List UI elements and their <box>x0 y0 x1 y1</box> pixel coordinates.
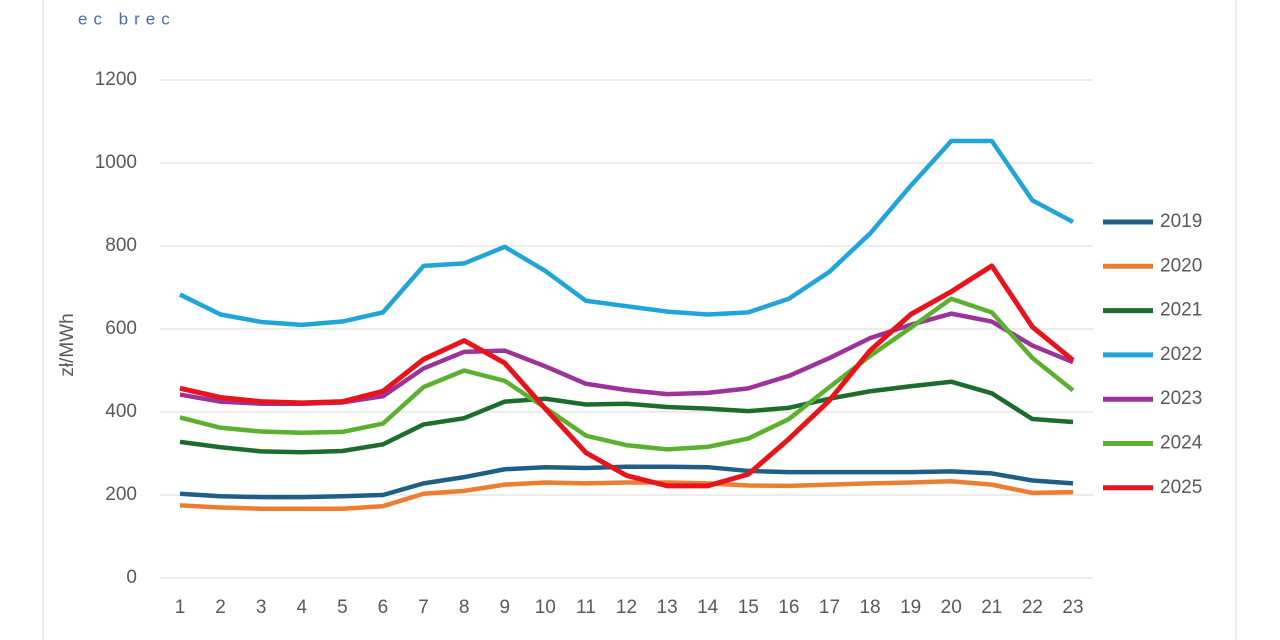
x-tick-label: 17 <box>819 597 840 618</box>
y-axis-label: zł/MWh <box>57 313 78 376</box>
logo: ec brec <box>78 9 176 28</box>
x-tick-label: 6 <box>378 597 389 618</box>
series-line <box>179 464 1074 500</box>
x-tick-label: 13 <box>657 597 678 618</box>
legend-label: 2021 <box>1160 300 1202 321</box>
series-line <box>179 479 1074 511</box>
series-line <box>179 263 1075 489</box>
x-tick-label: 16 <box>778 597 799 618</box>
series-line <box>179 311 1074 406</box>
legend-label: 2020 <box>1160 255 1202 276</box>
x-tick-label: 22 <box>1022 597 1043 618</box>
x-tick-label: 8 <box>459 597 470 618</box>
legend-label: 2025 <box>1160 477 1202 498</box>
y-tick-label: 1000 <box>95 152 137 173</box>
x-tick-label: 3 <box>256 597 267 618</box>
series-line <box>179 138 1075 328</box>
legend-label: 2024 <box>1160 433 1203 454</box>
series-line <box>179 296 1075 452</box>
legend-label: 2022 <box>1160 344 1202 365</box>
y-tick-label: 800 <box>105 235 137 256</box>
y-tick-label: 400 <box>105 401 137 422</box>
y-tick-label: 0 <box>126 567 137 588</box>
legend-label: 2019 <box>1160 211 1202 232</box>
x-tick-label: 7 <box>418 597 429 618</box>
x-tick-label: 12 <box>616 597 637 618</box>
x-tick-label: 14 <box>697 597 719 618</box>
x-tick-label: 19 <box>900 597 921 618</box>
x-tick-label: 5 <box>337 597 348 618</box>
x-tick-label: 15 <box>738 597 759 618</box>
x-tick-label: 23 <box>1062 597 1083 618</box>
x-tick-label: 1 <box>175 597 186 618</box>
y-tick-label: 1200 <box>95 69 137 90</box>
x-tick-label: 11 <box>576 597 596 618</box>
x-tick-label: 9 <box>499 597 510 618</box>
legend-label: 2023 <box>1160 388 1202 409</box>
y-tick-label: 600 <box>105 318 137 339</box>
x-tick-label: 20 <box>941 597 962 618</box>
x-tick-label: 2 <box>215 597 226 618</box>
x-tick-label: 21 <box>981 597 1002 618</box>
series-line <box>179 379 1074 455</box>
x-tick-label: 18 <box>859 597 880 618</box>
x-tick-label: 10 <box>535 597 556 618</box>
y-tick-label: 200 <box>105 484 137 505</box>
x-tick-label: 4 <box>296 597 307 618</box>
